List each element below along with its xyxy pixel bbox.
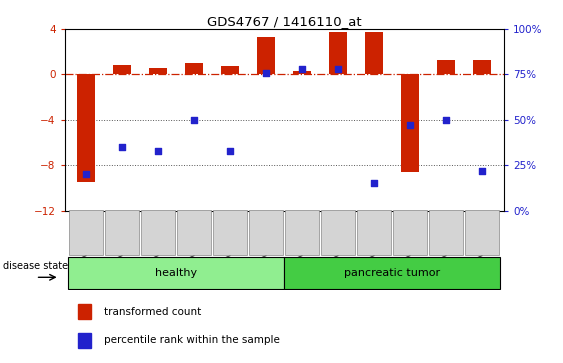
Bar [185, 63, 203, 74]
Bar [113, 65, 131, 74]
Bar [437, 60, 455, 74]
Bar [149, 68, 167, 74]
Text: transformed count: transformed count [104, 307, 202, 317]
Bar [221, 66, 239, 74]
Point [118, 144, 127, 150]
Text: disease state: disease state [3, 261, 68, 270]
FancyBboxPatch shape [105, 211, 139, 255]
Bar [365, 32, 383, 74]
Point [190, 117, 199, 123]
FancyBboxPatch shape [213, 211, 247, 255]
Bar [329, 32, 347, 74]
Bar [257, 37, 275, 74]
Bar [78, 333, 91, 348]
Point [82, 171, 91, 177]
Text: healthy: healthy [155, 268, 198, 278]
FancyBboxPatch shape [357, 211, 391, 255]
Bar [77, 74, 95, 182]
Title: GDS4767 / 1416110_at: GDS4767 / 1416110_at [207, 15, 361, 28]
Point [334, 66, 343, 72]
Text: percentile rank within the sample: percentile rank within the sample [104, 335, 280, 346]
FancyBboxPatch shape [249, 211, 283, 255]
FancyBboxPatch shape [393, 211, 427, 255]
Bar [401, 74, 419, 172]
Point [406, 122, 415, 128]
Text: pancreatic tumor: pancreatic tumor [344, 268, 440, 278]
Bar [473, 60, 491, 74]
Point [298, 66, 307, 72]
Point [370, 180, 379, 186]
FancyBboxPatch shape [177, 211, 211, 255]
FancyBboxPatch shape [285, 211, 319, 255]
Point [478, 168, 487, 174]
Bar [293, 71, 311, 74]
FancyBboxPatch shape [429, 211, 463, 255]
FancyBboxPatch shape [321, 211, 355, 255]
Bar [78, 305, 91, 319]
Point [262, 70, 271, 76]
Point [442, 117, 451, 123]
FancyBboxPatch shape [68, 257, 284, 289]
Point [154, 148, 163, 154]
Point [226, 148, 235, 154]
FancyBboxPatch shape [141, 211, 175, 255]
FancyBboxPatch shape [69, 211, 103, 255]
FancyBboxPatch shape [284, 257, 501, 289]
FancyBboxPatch shape [465, 211, 499, 255]
